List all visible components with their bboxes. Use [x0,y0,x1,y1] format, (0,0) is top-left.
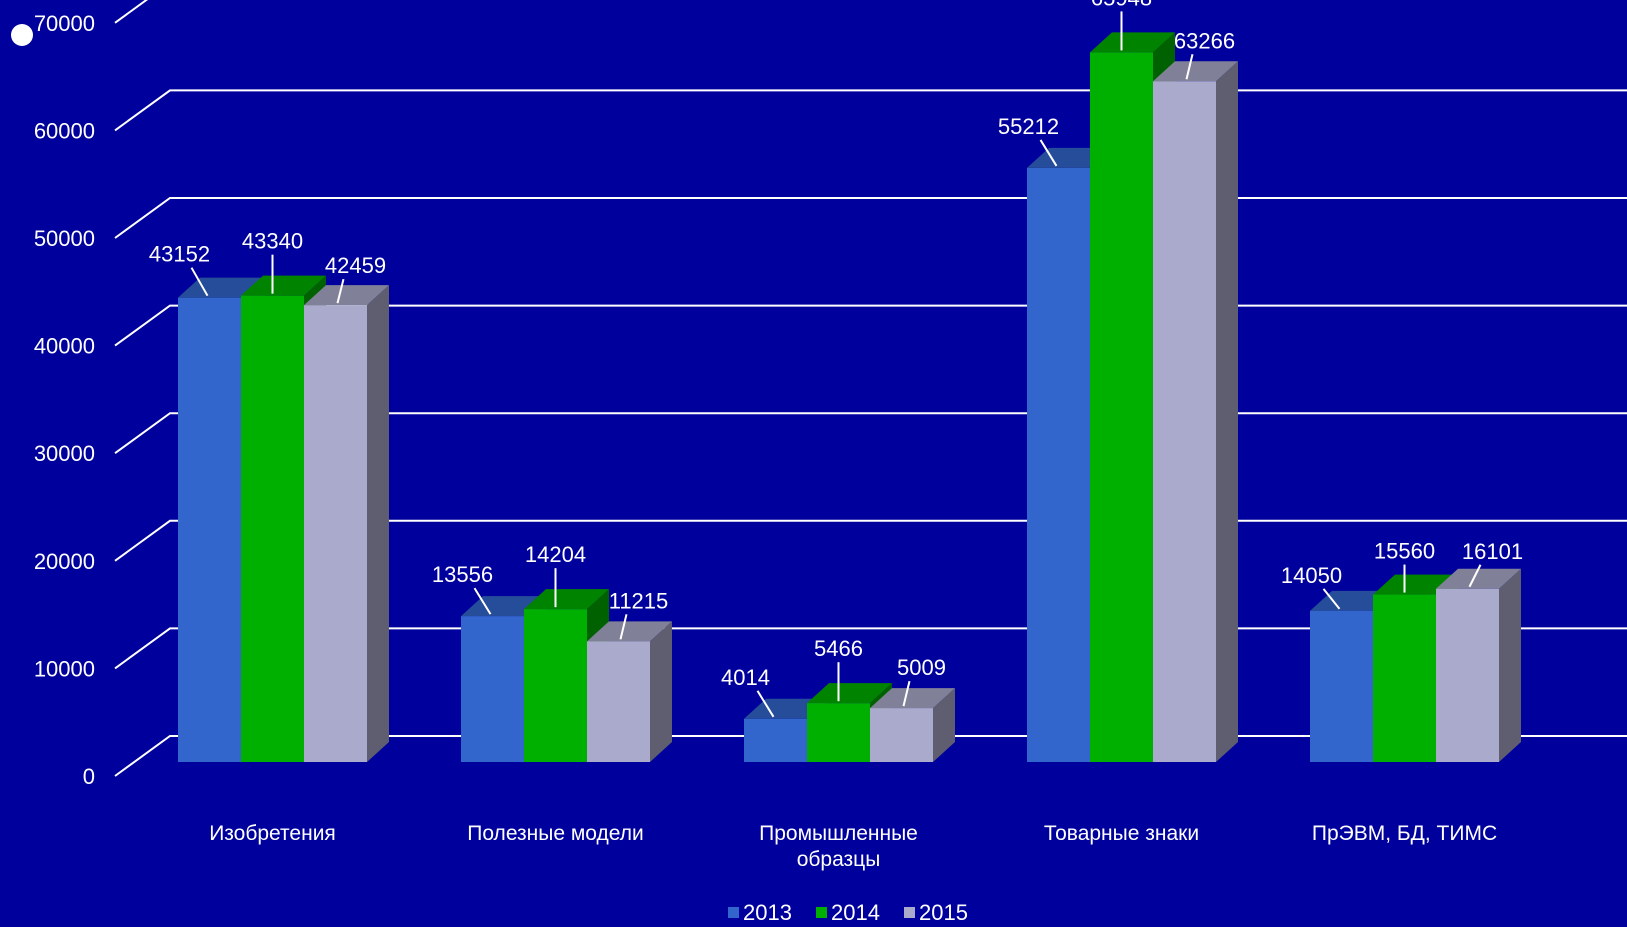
bar [304,285,389,762]
bar-front [1153,81,1216,763]
bar-top [1436,568,1521,589]
y-axis-tick-labels: 0 10000 20000 30000 40000 50000 60000 70000 [34,11,95,789]
leader-line [1468,564,1482,588]
y-tick-label: 10000 [34,656,95,681]
bar-top [524,589,609,610]
leader-line [756,690,775,718]
x-tick-label: образцы [797,848,881,871]
bar [587,621,672,762]
bar-side [1499,568,1521,762]
y-tick-label: 30000 [34,441,95,466]
y-tick-label: 70000 [34,11,95,36]
legend-label: 2013 [743,900,792,925]
bar-side [650,621,672,762]
leader-line [1185,54,1194,80]
bar-front [241,295,304,762]
y-tick-label: 40000 [34,334,95,359]
data-label: 5009 [897,655,946,680]
slide-marker-dot [11,24,33,46]
leader-line [336,278,345,304]
bar-front [870,708,933,762]
bar-top [304,285,389,306]
bar-side [1216,61,1238,763]
data-label: 65948 [1091,0,1152,10]
leader-line [902,680,911,707]
data-label: 5466 [814,636,863,661]
bar [1436,568,1521,762]
data-label: 42459 [325,253,386,278]
x-tick-label: Полезные модели [467,822,644,845]
bar-front [178,297,241,762]
gridlines [114,0,1627,777]
x-tick-label: Промышленные [759,822,918,845]
bar-top [870,688,955,709]
leader-line [619,614,628,640]
gridline [114,89,1627,132]
legend-item: 2014 [816,900,880,925]
bar [1153,61,1238,763]
x-axis-category-labels: Изобретения Полезные модели Промышленные об… [209,822,1497,871]
bar-front [461,616,524,762]
bar-front [524,609,587,762]
y-tick-label: 20000 [34,549,95,574]
bar-side [367,285,389,762]
bar-top [1153,61,1238,82]
bar [870,688,955,762]
legend-item: 2015 [904,900,968,925]
bar-top [241,275,326,296]
gridline [114,0,149,24]
legend-swatch [816,907,827,918]
bar [807,683,892,762]
bar-front [1090,52,1153,762]
bar-side [933,688,955,762]
legend-label: 2015 [919,900,968,925]
data-label: 13556 [432,562,493,587]
bar-front [587,641,650,762]
bar-front [1027,167,1090,762]
bar-top [807,683,892,704]
legend-swatch [904,907,915,918]
bar-front [304,305,367,762]
data-label: 43340 [242,229,303,254]
bar-front [1310,610,1373,762]
data-label: 14204 [525,542,586,567]
legend: 2013 2014 2015 [728,900,968,925]
legend-item: 2013 [728,900,792,925]
leader-line [1039,139,1058,167]
x-tick-label: Изобретения [209,822,336,845]
x-tick-label: Товарные знаки [1044,822,1199,845]
x-tick-label: ПрЭВМ, БД, ТИМС [1312,822,1497,845]
bar-top [1090,32,1175,53]
leader-line [473,587,492,615]
data-labels: 43152 43340 42459 13556 14204 11215 4014 5466 50… [149,0,1523,718]
data-label: 16101 [1462,539,1523,564]
legend-label: 2014 [831,900,880,925]
data-label: 55212 [998,114,1059,139]
leader-line [190,267,209,297]
data-label: 11215 [609,588,669,613]
data-label: 43152 [149,242,210,267]
data-label: 63266 [1174,28,1235,53]
data-label: 14050 [1281,563,1342,588]
y-tick-label: 60000 [34,118,95,143]
y-tick-label: 0 [83,764,95,789]
bar-front [1436,588,1499,762]
bar-top [587,621,672,642]
bars [178,32,1521,763]
data-label: 15560 [1374,539,1435,564]
legend-swatch [728,907,739,918]
bar-front [807,703,870,762]
data-label: 4014 [721,665,770,690]
bar-front [1373,594,1436,762]
bar-front [744,718,807,762]
gridline [114,197,1627,239]
leader-line [1322,588,1341,610]
y-tick-label: 50000 [34,226,95,251]
